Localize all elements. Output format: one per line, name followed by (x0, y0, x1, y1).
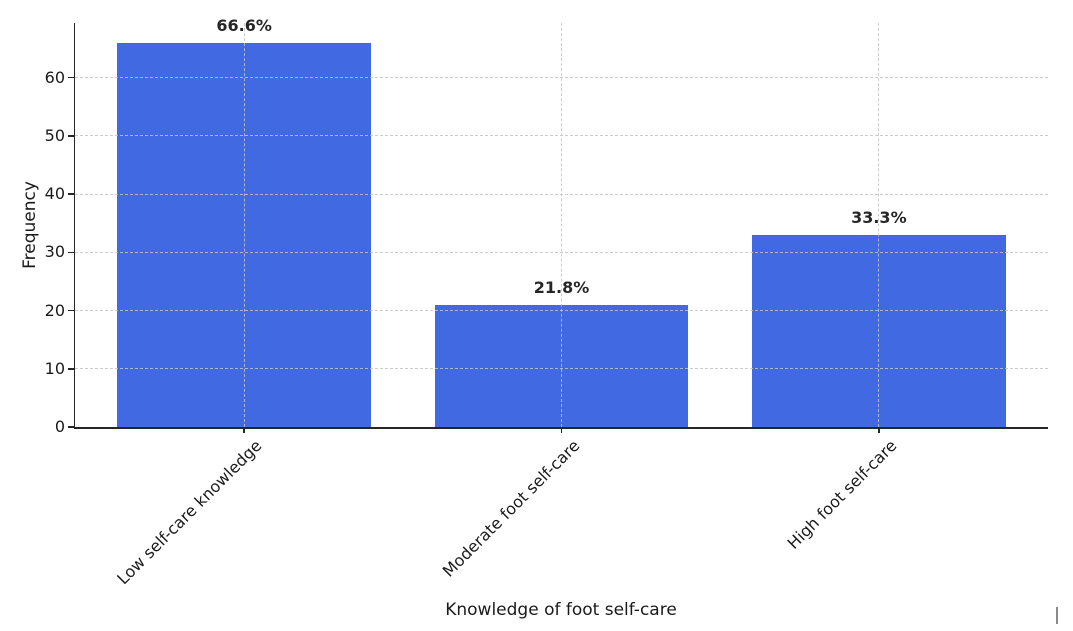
y-tick-mark (68, 193, 75, 195)
y-tick-label: 20 (44, 300, 65, 320)
bar-value-label: 21.8% (533, 277, 590, 297)
bar-value-label: 66.6% (216, 15, 272, 35)
y-tick-label: 0 (54, 417, 65, 436)
y-tick-label: 60 (44, 67, 65, 87)
x-gridline (243, 23, 245, 427)
y-tick-mark (68, 309, 75, 312)
bar-value-label: 33.3% (851, 207, 907, 227)
y-tick-mark (68, 251, 75, 254)
y-tick-label: 10 (44, 358, 65, 378)
x-tick-label: High foot self-care (783, 436, 901, 553)
x-tick-mark (560, 427, 563, 433)
y-axis-spine (73, 23, 76, 429)
x-axis-label: Knowledge of foot self-care (445, 600, 677, 620)
x-tick-mark (878, 427, 880, 433)
y-tick-mark (68, 426, 75, 428)
x-gridline (561, 23, 562, 427)
y-tick-mark (68, 76, 75, 79)
text-cursor-artifact (1056, 607, 1058, 624)
y-tick-label: 40 (44, 184, 65, 204)
y-tick-label: 30 (44, 242, 65, 262)
y-tick-label: 50 (44, 125, 65, 145)
x-tick-mark (243, 427, 245, 433)
y-tick-mark (68, 368, 75, 370)
y-tick-mark (68, 135, 75, 137)
x-gridline (878, 23, 880, 427)
x-tick-label: Moderate foot self-care (438, 436, 583, 581)
x-tick-label: Low self-care knowledge (113, 436, 266, 589)
